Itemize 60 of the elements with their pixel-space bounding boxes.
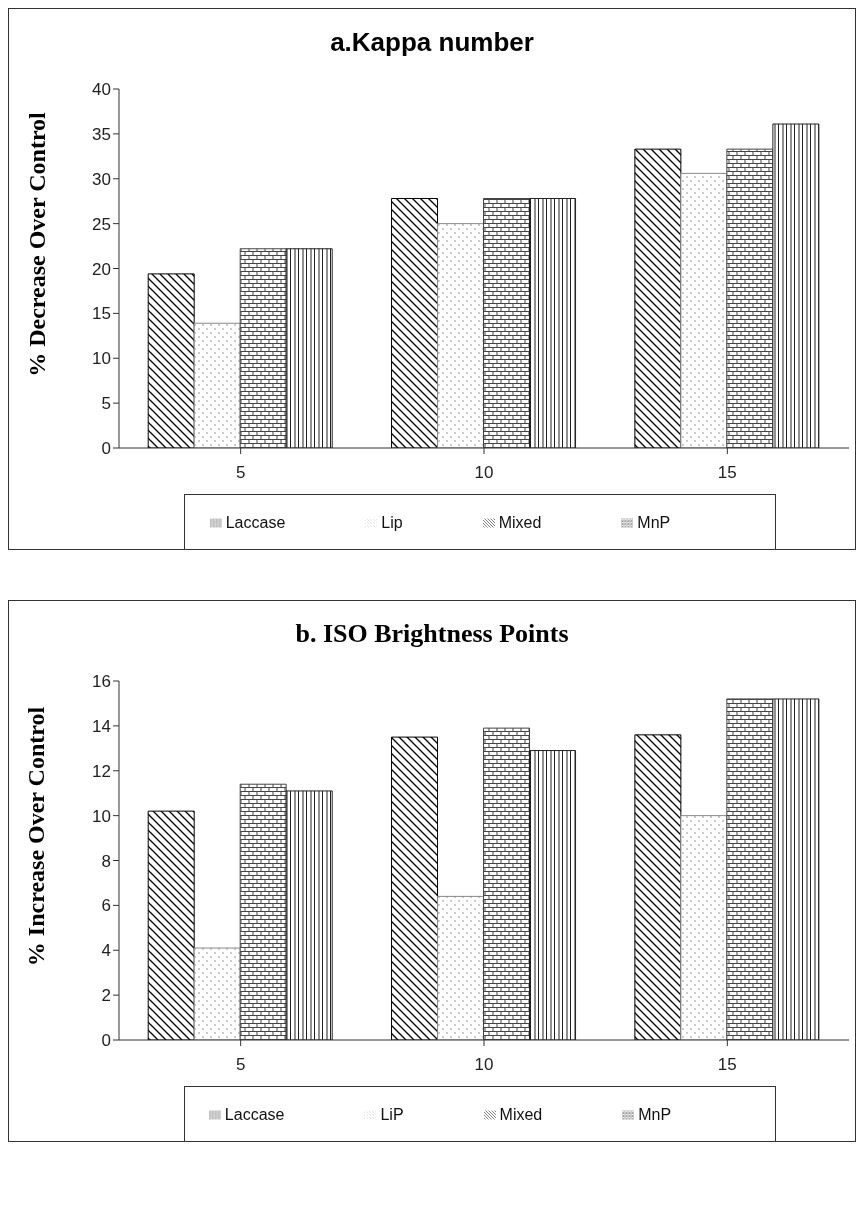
y-tick-label: 5 — [101, 394, 111, 414]
legend-label: Mixed — [499, 1105, 543, 1123]
y-tick-label: 16 — [92, 672, 111, 692]
y-tick-label: 0 — [101, 1031, 111, 1051]
y-tick-label: 8 — [101, 851, 111, 871]
legend-label: Lip — [381, 513, 403, 531]
y-tick-label: 4 — [101, 941, 111, 961]
bar — [726, 148, 774, 448]
x-tick-label: 5 — [235, 1055, 246, 1075]
bar — [529, 750, 577, 1040]
bar — [529, 198, 577, 448]
y-tick-label: 40 — [92, 80, 111, 100]
legend-label: MnP — [637, 513, 671, 531]
y-tick-label: 12 — [92, 761, 111, 781]
bar — [193, 322, 241, 448]
bar — [239, 248, 287, 448]
y-tick-label: 25 — [92, 214, 111, 234]
bar — [772, 123, 820, 448]
x-tick-label: 15 — [717, 1055, 737, 1075]
x-tick-label: 15 — [717, 463, 737, 483]
y-tick-label: 10 — [92, 806, 111, 826]
y-axis-title: % Increase Over Control — [23, 706, 51, 966]
chart-title: a.Kappa number — [329, 27, 535, 58]
bar — [239, 783, 287, 1040]
bar — [680, 815, 728, 1040]
y-axis-title: % Decrease Over Control — [23, 111, 51, 377]
x-tick-label: 10 — [474, 463, 494, 483]
bar — [193, 947, 241, 1040]
bar — [285, 790, 333, 1040]
y-tick-label: 14 — [92, 716, 111, 736]
bar — [285, 248, 333, 448]
y-tick-label: 30 — [92, 169, 111, 189]
bar — [483, 727, 531, 1040]
bar — [634, 734, 682, 1040]
x-tick-label: 10 — [474, 1055, 494, 1075]
bar — [391, 736, 439, 1040]
y-tick-label: 10 — [92, 349, 111, 369]
y-tick-label: 6 — [101, 896, 111, 916]
bar — [680, 172, 728, 448]
y-tick-label: 0 — [101, 439, 111, 459]
bar — [437, 223, 485, 448]
bar — [437, 895, 485, 1040]
y-tick-label: 20 — [92, 259, 111, 279]
bar — [147, 273, 195, 448]
legend-label: Laccase — [224, 1105, 285, 1123]
legend-label: Laccase — [225, 513, 286, 531]
bar — [391, 198, 439, 448]
bar — [147, 810, 195, 1040]
bar — [726, 698, 774, 1040]
legend-label: LiP — [380, 1105, 404, 1123]
bar — [772, 698, 820, 1040]
y-tick-label: 15 — [92, 304, 111, 324]
bar — [483, 198, 531, 448]
y-tick-label: 35 — [92, 124, 111, 144]
bar — [634, 148, 682, 448]
y-tick-label: 2 — [101, 986, 111, 1006]
legend-label: Mixed — [498, 513, 542, 531]
x-tick-label: 5 — [235, 463, 246, 483]
chart-title: b. ISO Brightness Points — [294, 619, 570, 649]
legend-label: MnP — [638, 1105, 672, 1123]
